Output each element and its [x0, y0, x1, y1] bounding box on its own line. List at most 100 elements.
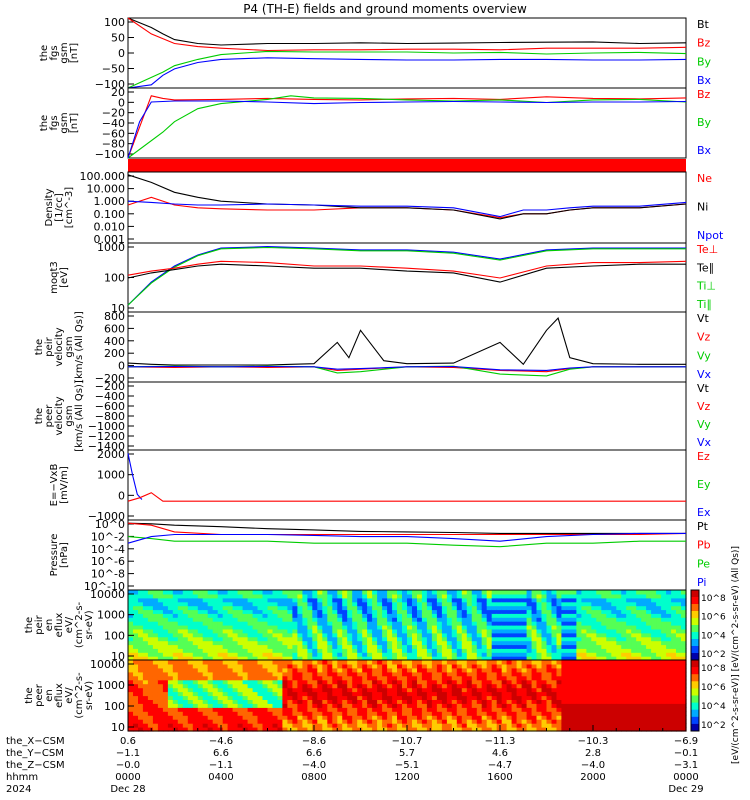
y-axis-label: Pressure: [49, 534, 60, 577]
series-Ex: [127, 453, 143, 500]
y-axis-label: [nT]: [69, 113, 80, 133]
y-axis-label: (cm^2-s-: [74, 672, 85, 719]
series-Te∥: [127, 263, 686, 283]
x-table-value: 4.6: [492, 748, 508, 759]
series-Vz: [127, 366, 686, 373]
y-axis-label: gsm: [64, 405, 75, 426]
y-tick-label: 0: [118, 360, 125, 373]
y-axis-label: [mV/m]: [59, 466, 70, 504]
y-tick-label: 800: [104, 310, 125, 323]
y-axis-label: en: [44, 619, 55, 632]
y-axis-label: en: [44, 689, 55, 702]
series-Npot: [127, 200, 687, 218]
y-tick-label: −20: [102, 107, 125, 120]
series-Pt: [127, 522, 686, 534]
y-tick-label: 1.000: [94, 195, 126, 208]
panel-frame: [127, 381, 687, 451]
legend-entry: Bx: [697, 144, 712, 157]
y-tick-label: 10^0: [95, 518, 125, 531]
y-tick-label: 10^-2: [91, 530, 125, 543]
legend-entry: Te∥: [696, 261, 714, 274]
series-Ti: [127, 246, 686, 306]
y-tick-label: −100: [95, 148, 125, 161]
y-tick-label: 200: [104, 347, 125, 360]
x-table-value: 6.6: [213, 748, 229, 759]
x-table-row-label: the_Y−CSM: [6, 748, 64, 759]
x-table-value: 5.7: [399, 748, 415, 759]
y-tick-label: 10^-6: [91, 555, 125, 568]
y-axis-label: the: [39, 115, 50, 131]
x-table-value: −4.0: [302, 760, 326, 771]
y-axis-label: [1/cc]: [54, 193, 65, 222]
y-tick-label: 10^-8: [91, 568, 125, 581]
x-table-value: −10.7: [392, 736, 423, 747]
legend-entry: Vt: [697, 382, 710, 395]
series-Bz: [127, 17, 687, 52]
panel-peer_en_eflux: 10^8 10^6 10^4 10^2 10000 1000 100 10 the peer en e…: [24, 658, 726, 734]
status-bar: [128, 159, 686, 172]
y-tick-label: 0: [118, 47, 125, 60]
colorbar-tick-label: 10^8: [701, 664, 726, 674]
series-By: [127, 50, 687, 89]
y-tick-label: 1000: [97, 679, 125, 692]
x-table-value: 2000: [580, 772, 605, 783]
y-tick-label: 100: [104, 272, 125, 285]
y-axis-label: peir: [44, 336, 55, 356]
colorbar-tick-label: 10^2: [701, 650, 726, 660]
y-axis-label: velocity: [54, 396, 65, 435]
y-axis-label: the: [24, 687, 35, 703]
x-table-value: 6.6: [306, 748, 322, 759]
x-table-value: −5.1: [395, 760, 419, 771]
legend-entry: Vz: [697, 331, 711, 344]
colorbar-tick-label: 10^8: [701, 594, 726, 604]
y-axis-label: [cm^-3]: [64, 187, 75, 228]
legend-entry: Ni: [697, 201, 708, 214]
y-axis-label: eV/: [64, 687, 75, 704]
x-table-value: 1200: [394, 772, 419, 783]
panel-frame: [127, 519, 687, 591]
y-tick-label: −400: [95, 390, 125, 403]
panel-frame: [127, 311, 687, 383]
y-axis-label: gsm: [59, 112, 70, 133]
y-tick-label: 20: [111, 86, 125, 99]
legend-entry: Vx: [697, 368, 712, 381]
y-axis-label: [km/s (All Qs)]: [74, 380, 85, 452]
y-axis-label: E=−VxB: [49, 464, 60, 507]
y-axis-label: velocity: [54, 327, 65, 366]
panel-peer_velocity: −200−400−600−800−1000−1200−1400 the peer ve…: [34, 380, 712, 453]
colorbar-tick-label: 10^6: [701, 613, 726, 623]
x-table-value: −4.0: [581, 760, 605, 771]
series-By: [127, 95, 687, 159]
y-tick-label: 50: [111, 32, 125, 45]
colorbar-tick-label: 10^2: [701, 721, 726, 731]
y-axis-label: eflux: [54, 683, 65, 708]
colorbar-label: [eV/(cm^2-s-sr-eV)] [eV/(cm^2-s-sr-eV) (…: [731, 546, 741, 764]
y-axis-label: (cm^2-s-: [74, 601, 85, 648]
y-axis-label: peer: [44, 404, 55, 428]
y-axis-label: sr-eV): [84, 610, 95, 639]
legend-entry: Vy: [697, 349, 711, 362]
x-table-value: −10.3: [578, 736, 609, 747]
y-tick-label: 10000: [90, 658, 125, 671]
legend-entry: Ex: [697, 506, 711, 519]
y-axis-label: moqt3: [49, 261, 60, 294]
legend-entry: Ne: [697, 172, 712, 185]
legend-entry: Pi: [697, 576, 706, 589]
panel-efield: 2000 1000 0 −1000 E=−VxB [mV/m] Ez Ey Ex: [49, 448, 711, 523]
x-table-value: −0.1: [674, 748, 698, 759]
y-tick-label: 10000: [90, 588, 125, 601]
panel-frame: [127, 449, 687, 521]
series-Vt: [127, 317, 686, 366]
y-tick-label: 100: [104, 700, 125, 713]
legend-entry: Npot: [697, 229, 724, 242]
y-tick-label: 10.000: [87, 183, 126, 196]
y-axis-label: gsm: [59, 42, 70, 63]
y-tick-label: 0.010: [94, 220, 126, 233]
panel-fgs_gsm: 100 50 0 −50 −100 the fgs gsm [nT] Bt Bz By Bx: [39, 16, 712, 91]
x-table-value: −1.1: [209, 760, 233, 771]
legend-entry: By: [697, 55, 712, 68]
legend-entry: By: [697, 116, 712, 129]
y-tick-label: −200: [95, 380, 125, 393]
